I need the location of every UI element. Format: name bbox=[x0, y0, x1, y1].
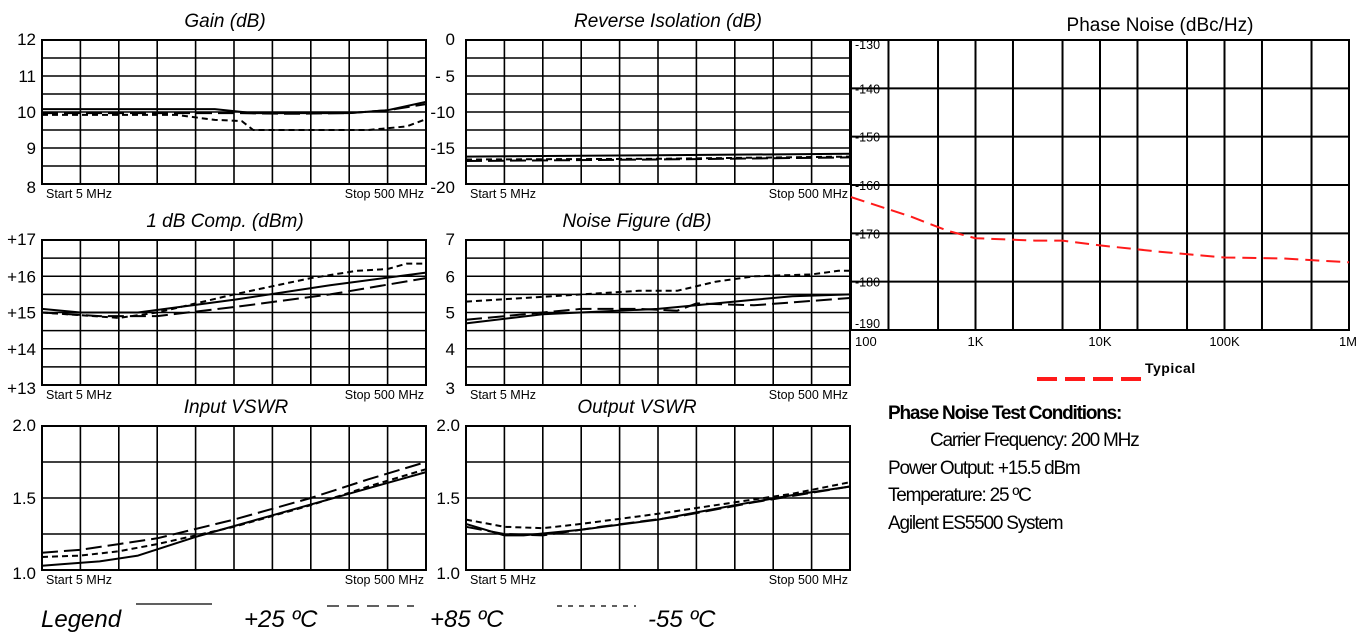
chart-isolation: 0 - 5 -10 -15 -20 Reverse Isolation (dB) Start… bbox=[430, 11, 851, 201]
y-tick-label: 8 bbox=[27, 178, 36, 197]
series-line-dotted bbox=[465, 269, 850, 303]
legend-label-solid: +25 ºC bbox=[244, 606, 318, 633]
y-tick-label: -10 bbox=[430, 103, 455, 122]
x-start-label: Start 5 MHz bbox=[470, 388, 536, 402]
series-line-solid bbox=[465, 293, 851, 325]
plot-frame bbox=[41, 39, 427, 185]
test-condition-power: Power Output: +15.5 dBm bbox=[888, 458, 1081, 479]
x-tick-label: 100K bbox=[1209, 334, 1240, 349]
x-stop-label: Stop 500 MHz bbox=[345, 187, 424, 201]
y-tick-label: 4 bbox=[446, 340, 455, 359]
series-line-dotted bbox=[465, 481, 851, 530]
x-stop-label: Stop 500 MHz bbox=[769, 187, 848, 201]
y-tick-label: -190 bbox=[855, 317, 880, 331]
chart-compression: +17 +16 +15 +14 +13 1 dB Comp. (dBm) Start 5 M… bbox=[7, 211, 427, 402]
series-line-dashed bbox=[465, 485, 851, 537]
chart-gain: 12 11 10 9 8 Gain (dB) Start 5 MHz Stop 500 MHz bbox=[17, 11, 427, 201]
x-stop-label: Stop 500 MHz bbox=[345, 573, 424, 587]
legend-title: Legend bbox=[41, 606, 122, 633]
legend-label-dashed: +85 ºC bbox=[430, 606, 504, 633]
y-tick-label: -160 bbox=[855, 179, 880, 193]
chart-output-vswr: 2.0 1.5 1.0 Output VSWR Start 5 MHz Stop 500 … bbox=[436, 397, 851, 587]
chart-title: 1 dB Comp. (dBm) bbox=[146, 211, 303, 232]
chart-title: Noise Figure (dB) bbox=[563, 211, 712, 232]
y-tick-label: 9 bbox=[27, 139, 36, 158]
plot-frame bbox=[41, 425, 427, 571]
chart-title: Phase Noise (dBc/Hz) bbox=[1067, 15, 1254, 36]
y-tick-label: 5 bbox=[446, 304, 455, 323]
y-tick-label: 1.0 bbox=[436, 564, 460, 583]
x-start-label: Start 5 MHz bbox=[470, 187, 536, 201]
y-tick-label: - 5 bbox=[435, 67, 455, 86]
x-start-label: Start 5 MHz bbox=[46, 573, 112, 587]
plot-frame bbox=[465, 425, 851, 571]
y-tick-label: +14 bbox=[7, 340, 36, 359]
y-tick-label: 1.5 bbox=[436, 489, 460, 508]
series-line-dashed bbox=[41, 277, 427, 318]
x-tick-label: 1K bbox=[968, 334, 984, 349]
legend-label-dotted: -55 ºC bbox=[648, 606, 716, 633]
chart-input-vswr: 2.0 1.5 1.0 Input VSWR Start 5 MHz Stop 500 M… bbox=[12, 397, 427, 587]
series-line-dashed bbox=[42, 103, 427, 115]
y-tick-label: -130 bbox=[855, 38, 880, 52]
chart-noise-figure: 7 6 5 4 3 Noise Figure (dB) Start 5 MHz Stop 50… bbox=[446, 211, 851, 402]
y-tick-label: 0 bbox=[446, 30, 455, 49]
series-line-dashed bbox=[41, 461, 427, 554]
series-line-solid bbox=[465, 152, 851, 158]
y-tick-label: 1.5 bbox=[12, 489, 36, 508]
chart-title: Reverse Isolation (dB) bbox=[574, 11, 762, 32]
series-line-dotted bbox=[465, 155, 851, 161]
y-tick-label: 2.0 bbox=[12, 416, 36, 435]
y-tick-label: -180 bbox=[855, 276, 880, 290]
chart-title: Input VSWR bbox=[184, 397, 289, 418]
x-start-label: Start 5 MHz bbox=[470, 573, 536, 587]
y-tick-label: +17 bbox=[7, 230, 36, 249]
y-tick-label: -20 bbox=[430, 178, 455, 197]
test-condition-temperature: Temperature: 25 ºC bbox=[888, 485, 1032, 506]
series-line-dotted bbox=[42, 113, 427, 131]
test-condition-system: Agilent ES5500 System bbox=[888, 513, 1064, 534]
y-tick-label: 2.0 bbox=[436, 416, 460, 435]
x-stop-label: Stop 500 MHz bbox=[345, 388, 424, 402]
series-line-dotted bbox=[41, 262, 426, 319]
series-line-typical bbox=[850, 196, 1350, 264]
plot-frame bbox=[850, 39, 1350, 331]
y-tick-label: 1.0 bbox=[12, 564, 36, 583]
x-start-label: Start 5 MHz bbox=[46, 187, 112, 201]
chart-title: Output VSWR bbox=[577, 397, 697, 418]
test-conditions-title: Phase Noise Test Conditions: bbox=[888, 403, 1122, 424]
y-tick-label: +13 bbox=[7, 379, 36, 398]
y-tick-label: 7 bbox=[446, 230, 455, 249]
test-condition-carrier: Carrier Frequency: 200 MHz bbox=[930, 430, 1140, 451]
y-tick-label: -140 bbox=[855, 82, 880, 96]
chart-title: Gain (dB) bbox=[184, 11, 265, 32]
y-tick-label: +15 bbox=[7, 304, 36, 323]
y-tick-label: +16 bbox=[7, 267, 36, 286]
x-stop-label: Stop 500 MHz bbox=[769, 573, 848, 587]
phase-noise-legend: Typical bbox=[1037, 360, 1196, 381]
y-tick-label: -150 bbox=[855, 131, 880, 145]
x-tick-label: 100 bbox=[855, 334, 877, 349]
x-start-label: Start 5 MHz bbox=[46, 388, 112, 402]
x-tick-label: 10K bbox=[1088, 334, 1111, 349]
y-tick-label: 6 bbox=[446, 267, 455, 286]
chart-phase-noise: -130 -140 -150 -160 -170 -180 -190 100 1K 10K 100K… bbox=[850, 15, 1357, 381]
x-tick-label: 1M bbox=[1339, 334, 1357, 349]
y-tick-label: -170 bbox=[855, 227, 880, 241]
y-tick-label: 10 bbox=[17, 103, 36, 122]
legend-label-typical: Typical bbox=[1145, 360, 1196, 376]
y-tick-label: -15 bbox=[430, 139, 455, 158]
y-tick-label: 3 bbox=[446, 379, 455, 398]
series-line-dotted bbox=[41, 468, 427, 558]
temperature-legend: Legend +25 ºC +85 ºC -55 ºC bbox=[41, 603, 716, 633]
x-stop-label: Stop 500 MHz bbox=[769, 388, 848, 402]
y-tick-label: 12 bbox=[17, 30, 36, 49]
y-tick-label: 11 bbox=[18, 67, 36, 86]
